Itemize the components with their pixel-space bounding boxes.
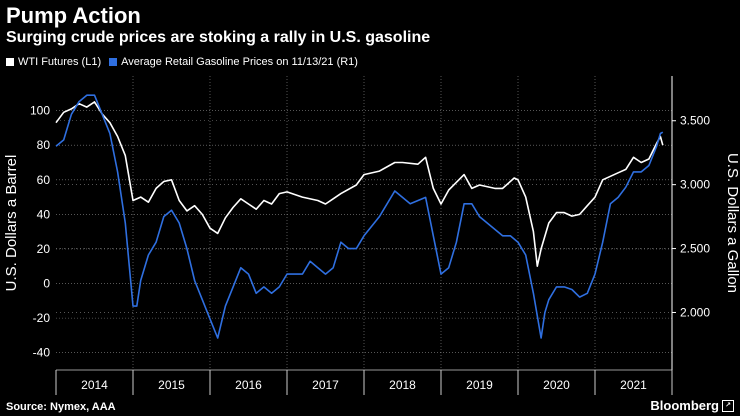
left-tick-label: 0 <box>43 277 50 291</box>
right-tick-label: 2.500 <box>680 242 710 256</box>
x-tick-label: 2015 <box>158 378 185 392</box>
x-tick-label: 2014 <box>81 378 108 392</box>
chart-title: Pump Action <box>6 3 141 28</box>
left-tick-label: -40 <box>33 346 51 360</box>
brand-label: Bloomberg <box>650 398 719 413</box>
legend-label-wti: WTI Futures (L1) <box>18 56 102 68</box>
left-tick-label: 40 <box>37 207 51 221</box>
brand-icon: ↗ <box>722 399 734 412</box>
legend-item-wti: WTI Futures (L1) <box>6 56 101 68</box>
x-tick-label: 2016 <box>235 378 262 392</box>
legend-item-gasoline: Average Retail Gasoline Prices on 11/13/… <box>109 56 358 68</box>
right-tick-label: 3.000 <box>680 178 710 192</box>
right-axis-title: U.S. Dollars a Gallon <box>724 153 740 293</box>
left-axis-title: U.S. Dollars a Barrel <box>3 155 20 292</box>
x-tick-label: 2021 <box>620 378 647 392</box>
legend-swatch-wti <box>6 58 14 66</box>
left-tick-label: -20 <box>33 311 51 325</box>
right-tick-label: 2.000 <box>680 305 710 319</box>
legend-swatch-gasoline <box>109 58 118 66</box>
x-tick-label: 2018 <box>389 378 416 392</box>
left-tick-label: 20 <box>37 242 51 256</box>
series-line-gasoline <box>55 94 664 339</box>
x-tick-label: 2019 <box>466 378 493 392</box>
left-tick-label: 100 <box>30 104 50 118</box>
x-tick-label: 2020 <box>543 378 570 392</box>
left-tick-label: 80 <box>37 138 51 152</box>
legend: WTI Futures (L1) Average Retail Gasoline… <box>6 56 366 68</box>
left-tick-label: 60 <box>37 173 51 187</box>
right-tick-label: 3.500 <box>680 114 710 128</box>
x-tick-label: 2017 <box>312 378 339 392</box>
bloomberg-logo: Bloomberg ↗ <box>650 398 734 413</box>
series-line-wti <box>55 101 664 267</box>
source-note: Source: Nymex, AAA <box>6 401 116 413</box>
chart-subtitle: Surging crude prices are stoking a rally… <box>6 29 431 46</box>
legend-label-gasoline: Average Retail Gasoline Prices on 11/13/… <box>121 56 358 68</box>
